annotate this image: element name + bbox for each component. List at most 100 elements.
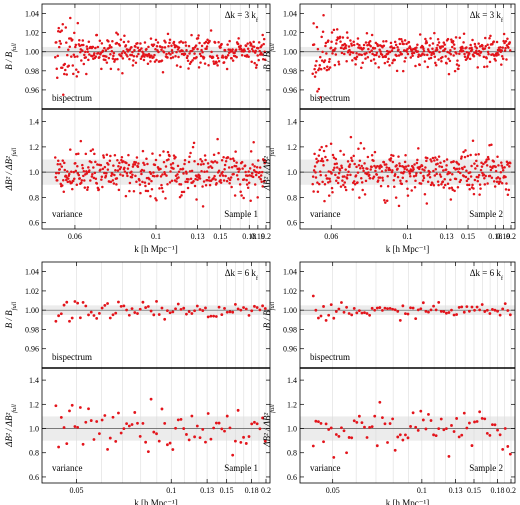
point-variance — [127, 153, 130, 157]
point-bispectrum — [118, 44, 122, 47]
point-variance — [312, 169, 316, 172]
point-variance — [244, 170, 247, 174]
point-bispectrum — [439, 309, 443, 313]
point-bispectrum — [434, 64, 438, 67]
point-bispectrum — [107, 40, 110, 43]
point-variance — [112, 164, 115, 167]
point-bispectrum — [206, 38, 209, 42]
point-bispectrum — [423, 53, 426, 56]
point-variance — [414, 174, 418, 177]
point-variance — [88, 169, 91, 172]
point-variance — [444, 427, 448, 431]
point-bispectrum — [311, 72, 314, 75]
annotation-bispectrum: bispectrum — [52, 352, 92, 362]
xtick-label: 0.1 — [403, 232, 413, 241]
point-bispectrum — [485, 57, 488, 60]
point-variance — [183, 159, 187, 162]
point-bispectrum — [195, 304, 199, 308]
point-bispectrum — [337, 307, 341, 311]
point-variance — [57, 171, 60, 175]
point-variance — [138, 434, 142, 438]
point-bispectrum — [171, 51, 174, 54]
point-variance — [483, 183, 487, 186]
point-variance — [180, 190, 184, 194]
point-variance — [163, 170, 166, 174]
point-variance — [155, 198, 158, 202]
point-bispectrum — [111, 313, 115, 317]
point-bispectrum — [482, 55, 486, 59]
point-variance — [259, 177, 262, 181]
point-variance — [74, 162, 77, 165]
point-bispectrum — [379, 50, 382, 53]
point-bispectrum — [193, 52, 196, 55]
point-bispectrum — [429, 37, 432, 40]
point-variance — [376, 165, 379, 168]
point-variance — [424, 427, 428, 431]
ytick-label-top: 1.02 — [283, 29, 297, 38]
point-variance — [172, 167, 175, 170]
point-bispectrum — [431, 47, 434, 50]
point-bispectrum — [409, 56, 413, 59]
annotation-sample: Sample 1 — [224, 209, 258, 219]
point-variance — [480, 161, 483, 165]
point-variance — [108, 159, 112, 163]
point-variance — [333, 162, 337, 166]
point-bispectrum — [349, 39, 352, 42]
point-bispectrum — [143, 55, 146, 58]
point-variance — [453, 189, 456, 193]
point-variance — [313, 152, 316, 156]
point-variance — [425, 202, 429, 205]
point-variance — [506, 445, 510, 448]
ytick-label-top: 0.98 — [25, 67, 39, 76]
point-variance — [132, 190, 136, 193]
point-variance — [62, 426, 66, 429]
point-bispectrum — [109, 67, 113, 71]
point-bispectrum — [465, 51, 469, 54]
point-variance — [346, 160, 350, 163]
point-variance — [422, 176, 426, 180]
point-bispectrum — [428, 50, 432, 54]
point-variance — [378, 176, 382, 179]
point-variance — [391, 160, 395, 164]
point-variance — [54, 404, 58, 408]
point-bispectrum — [470, 48, 474, 51]
point-variance — [152, 430, 156, 434]
point-bispectrum — [64, 68, 67, 72]
point-bispectrum — [217, 40, 220, 44]
annotation-dk: Δk = 6 kf — [470, 268, 504, 282]
point-variance — [89, 179, 92, 182]
point-variance — [111, 172, 114, 176]
point-variance — [195, 175, 199, 178]
point-variance — [352, 154, 355, 158]
panel-1: 0.960.981.001.021.040.60.81.01.21.40.06 0… — [4, 3, 271, 254]
point-bispectrum — [139, 42, 142, 45]
point-bispectrum — [400, 52, 404, 56]
point-variance — [161, 190, 165, 193]
point-variance — [109, 154, 112, 158]
point-variance — [212, 176, 215, 180]
point-bispectrum — [204, 306, 207, 310]
point-variance — [116, 169, 120, 172]
point-variance — [63, 168, 67, 172]
point-variance — [314, 176, 318, 179]
ytick-label-bottom: 1.2 — [29, 143, 39, 152]
point-bispectrum — [261, 33, 264, 37]
point-variance — [192, 141, 196, 145]
point-bispectrum — [160, 59, 164, 62]
point-variance — [396, 175, 400, 179]
point-bispectrum — [130, 53, 134, 57]
point-variance — [324, 155, 327, 159]
point-bispectrum — [481, 44, 484, 48]
point-variance — [402, 170, 406, 174]
point-bispectrum — [220, 42, 223, 46]
point-variance — [112, 182, 116, 185]
point-variance — [187, 160, 191, 164]
point-bispectrum — [331, 52, 334, 55]
point-bispectrum — [108, 46, 111, 49]
xtick-label: 0.06 — [68, 232, 82, 241]
point-bispectrum — [143, 41, 147, 44]
point-bispectrum — [188, 52, 191, 55]
point-variance — [201, 185, 204, 188]
point-bispectrum — [358, 53, 362, 56]
point-variance — [100, 175, 104, 179]
